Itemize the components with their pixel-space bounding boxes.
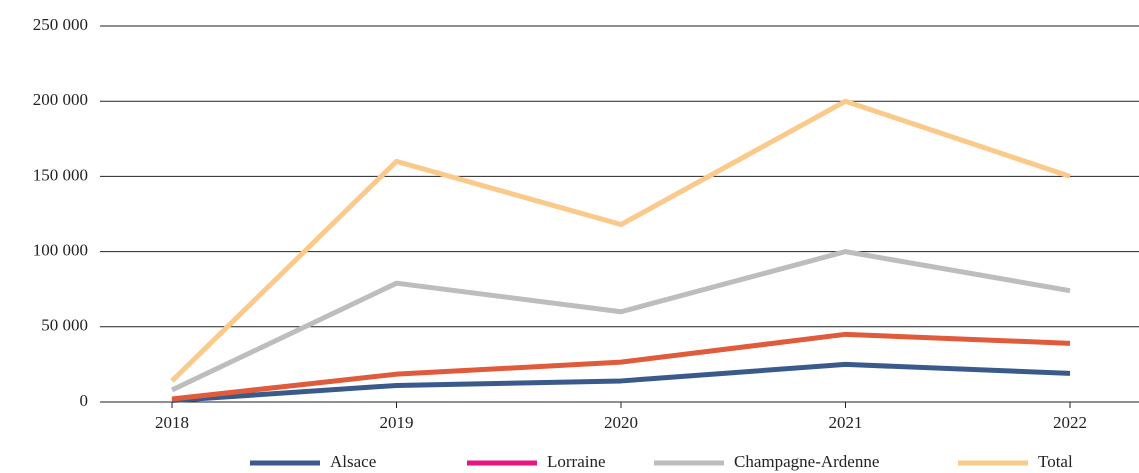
y-tick-label: 100 000 bbox=[33, 241, 88, 260]
line-series bbox=[170, 98, 1071, 383]
x-tick-label: 2019 bbox=[380, 413, 414, 432]
legend-label: Lorraine bbox=[547, 452, 606, 471]
y-tick-label: 200 000 bbox=[33, 90, 88, 109]
y-tick-label: 250 000 bbox=[33, 15, 88, 34]
y-tick-label: 150 000 bbox=[33, 165, 88, 184]
x-tick-label: 2021 bbox=[829, 413, 863, 432]
legend-label: Champagne-Ardenne bbox=[734, 452, 879, 471]
x-tick-label: 2018 bbox=[155, 413, 189, 432]
legend-label: Alsace bbox=[330, 452, 376, 471]
line-series bbox=[171, 331, 1071, 402]
y-tick-label: 0 bbox=[80, 391, 89, 410]
legend-label: Total bbox=[1038, 452, 1073, 471]
x-tick-label: 2020 bbox=[604, 413, 638, 432]
x-tick-label: 2022 bbox=[1053, 413, 1087, 432]
line-series bbox=[171, 361, 1071, 403]
y-tick-label: 50 000 bbox=[41, 316, 88, 335]
line-series bbox=[170, 249, 1071, 393]
